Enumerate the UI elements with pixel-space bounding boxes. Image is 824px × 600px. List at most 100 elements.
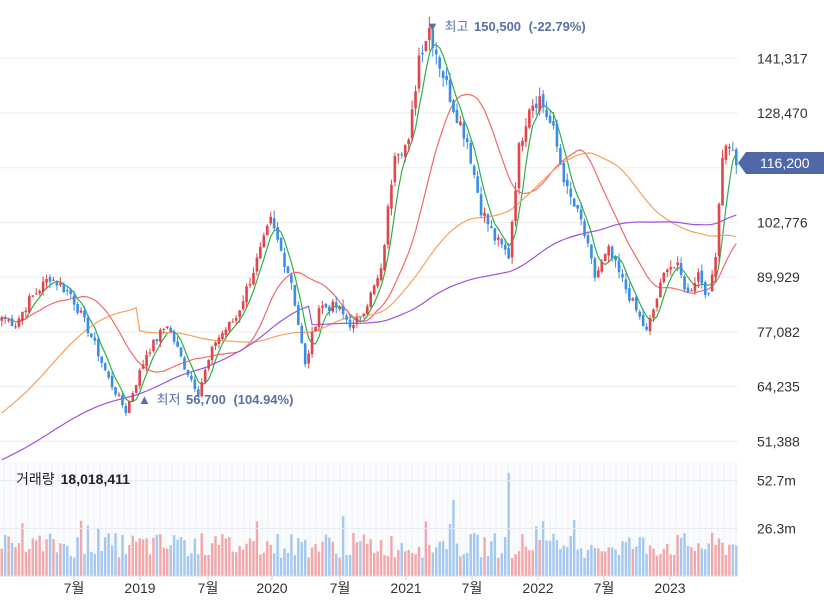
candle-body: [534, 103, 538, 108]
candle-body: [483, 212, 486, 216]
candle-body: [565, 179, 569, 187]
candle: [203, 367, 207, 385]
candle: [724, 144, 728, 165]
candle: [224, 326, 228, 340]
volume-bar: [310, 547, 314, 576]
volume-bar: [314, 544, 317, 576]
volume-bar: [166, 548, 169, 576]
volume-bar: [666, 543, 669, 576]
volume-bar: [510, 557, 514, 576]
volume-bar: [514, 554, 517, 576]
candle-body: [638, 311, 642, 317]
high-value: 150,500: [474, 19, 521, 34]
candle-body: [52, 279, 55, 281]
volume-bar: [131, 535, 134, 576]
candle-body: [679, 263, 683, 276]
volume-bar: [648, 545, 652, 576]
volume-bar: [735, 545, 738, 576]
candle: [355, 312, 359, 328]
candle: [707, 292, 710, 297]
volume-bar: [231, 551, 234, 576]
candle: [621, 268, 624, 283]
candle-body: [448, 79, 452, 102]
candle: [634, 295, 638, 313]
volume-bar: [669, 554, 672, 576]
candle-body: [107, 371, 110, 378]
candle-body: [76, 304, 79, 313]
candle-body: [190, 375, 193, 380]
candles: [0, 16, 738, 416]
candle-body: [55, 281, 59, 286]
candle-body: [131, 393, 135, 402]
volume-bar: [179, 536, 183, 576]
candle: [583, 218, 586, 239]
candle: [462, 118, 466, 148]
candle: [55, 280, 59, 291]
volume-bar: [479, 557, 483, 576]
volume-bar: [90, 551, 93, 576]
volume-bar: [641, 537, 645, 576]
candle-body: [338, 307, 341, 310]
candle: [469, 140, 473, 165]
candle-body: [414, 91, 417, 109]
volume-bar: [369, 539, 372, 576]
candle: [476, 171, 479, 193]
volume-bar: [631, 549, 635, 576]
candle-body: [465, 138, 469, 143]
volume-bar: [352, 532, 355, 576]
candle-body: [186, 370, 190, 376]
candle: [559, 143, 562, 165]
volume-bar: [66, 546, 69, 576]
volume-bar: [79, 520, 83, 576]
time-axis: 7월 2019 7월 2020 7월 2021 7월 2022 7월 2023: [0, 575, 738, 596]
candle-body: [507, 248, 510, 259]
candle: [555, 119, 559, 153]
volume-bar: [476, 534, 479, 576]
candle-body: [386, 206, 390, 245]
current-price-tag: 116,200: [738, 152, 824, 174]
volume-bar: [507, 472, 510, 576]
candle-body: [300, 325, 304, 344]
candle: [96, 336, 100, 362]
candle-body: [441, 71, 445, 79]
candle-body: [21, 311, 24, 321]
candle: [565, 173, 569, 195]
volume-bar: [45, 539, 48, 576]
candle: [517, 141, 521, 195]
candle-body: [676, 262, 679, 266]
candle-body: [514, 190, 517, 222]
candle: [514, 182, 517, 227]
candle-body: [503, 244, 507, 250]
candle-body: [459, 121, 462, 126]
volume-bar: [717, 538, 721, 576]
candle-body: [317, 308, 321, 328]
volume-bar: [386, 556, 390, 576]
volume-bar: [31, 538, 34, 576]
candle-body: [310, 332, 314, 355]
volume-bar: [710, 532, 714, 576]
candle-body: [272, 218, 276, 229]
candle-body: [307, 353, 310, 364]
volume-bar: [548, 540, 552, 576]
candle-body: [303, 343, 307, 365]
price-tick-label: 64,235: [757, 379, 800, 395]
candle: [648, 315, 652, 336]
candle: [562, 159, 566, 187]
candle: [652, 308, 655, 322]
candle-body: [65, 290, 69, 292]
low-marker: ▲: [138, 392, 151, 407]
price-tick-label: 77,082: [757, 324, 800, 340]
volume-bar: [48, 533, 52, 576]
volume-bar: [555, 540, 559, 576]
candle-body: [286, 266, 290, 274]
candle: [190, 371, 193, 382]
candle-body: [3, 316, 7, 320]
volume-bar: [486, 556, 490, 576]
candle-body: [683, 276, 686, 290]
volume-bar: [93, 554, 97, 576]
candle-body: [669, 267, 673, 270]
candle: [238, 309, 241, 323]
candle-body: [214, 342, 217, 347]
candle: [21, 311, 24, 325]
